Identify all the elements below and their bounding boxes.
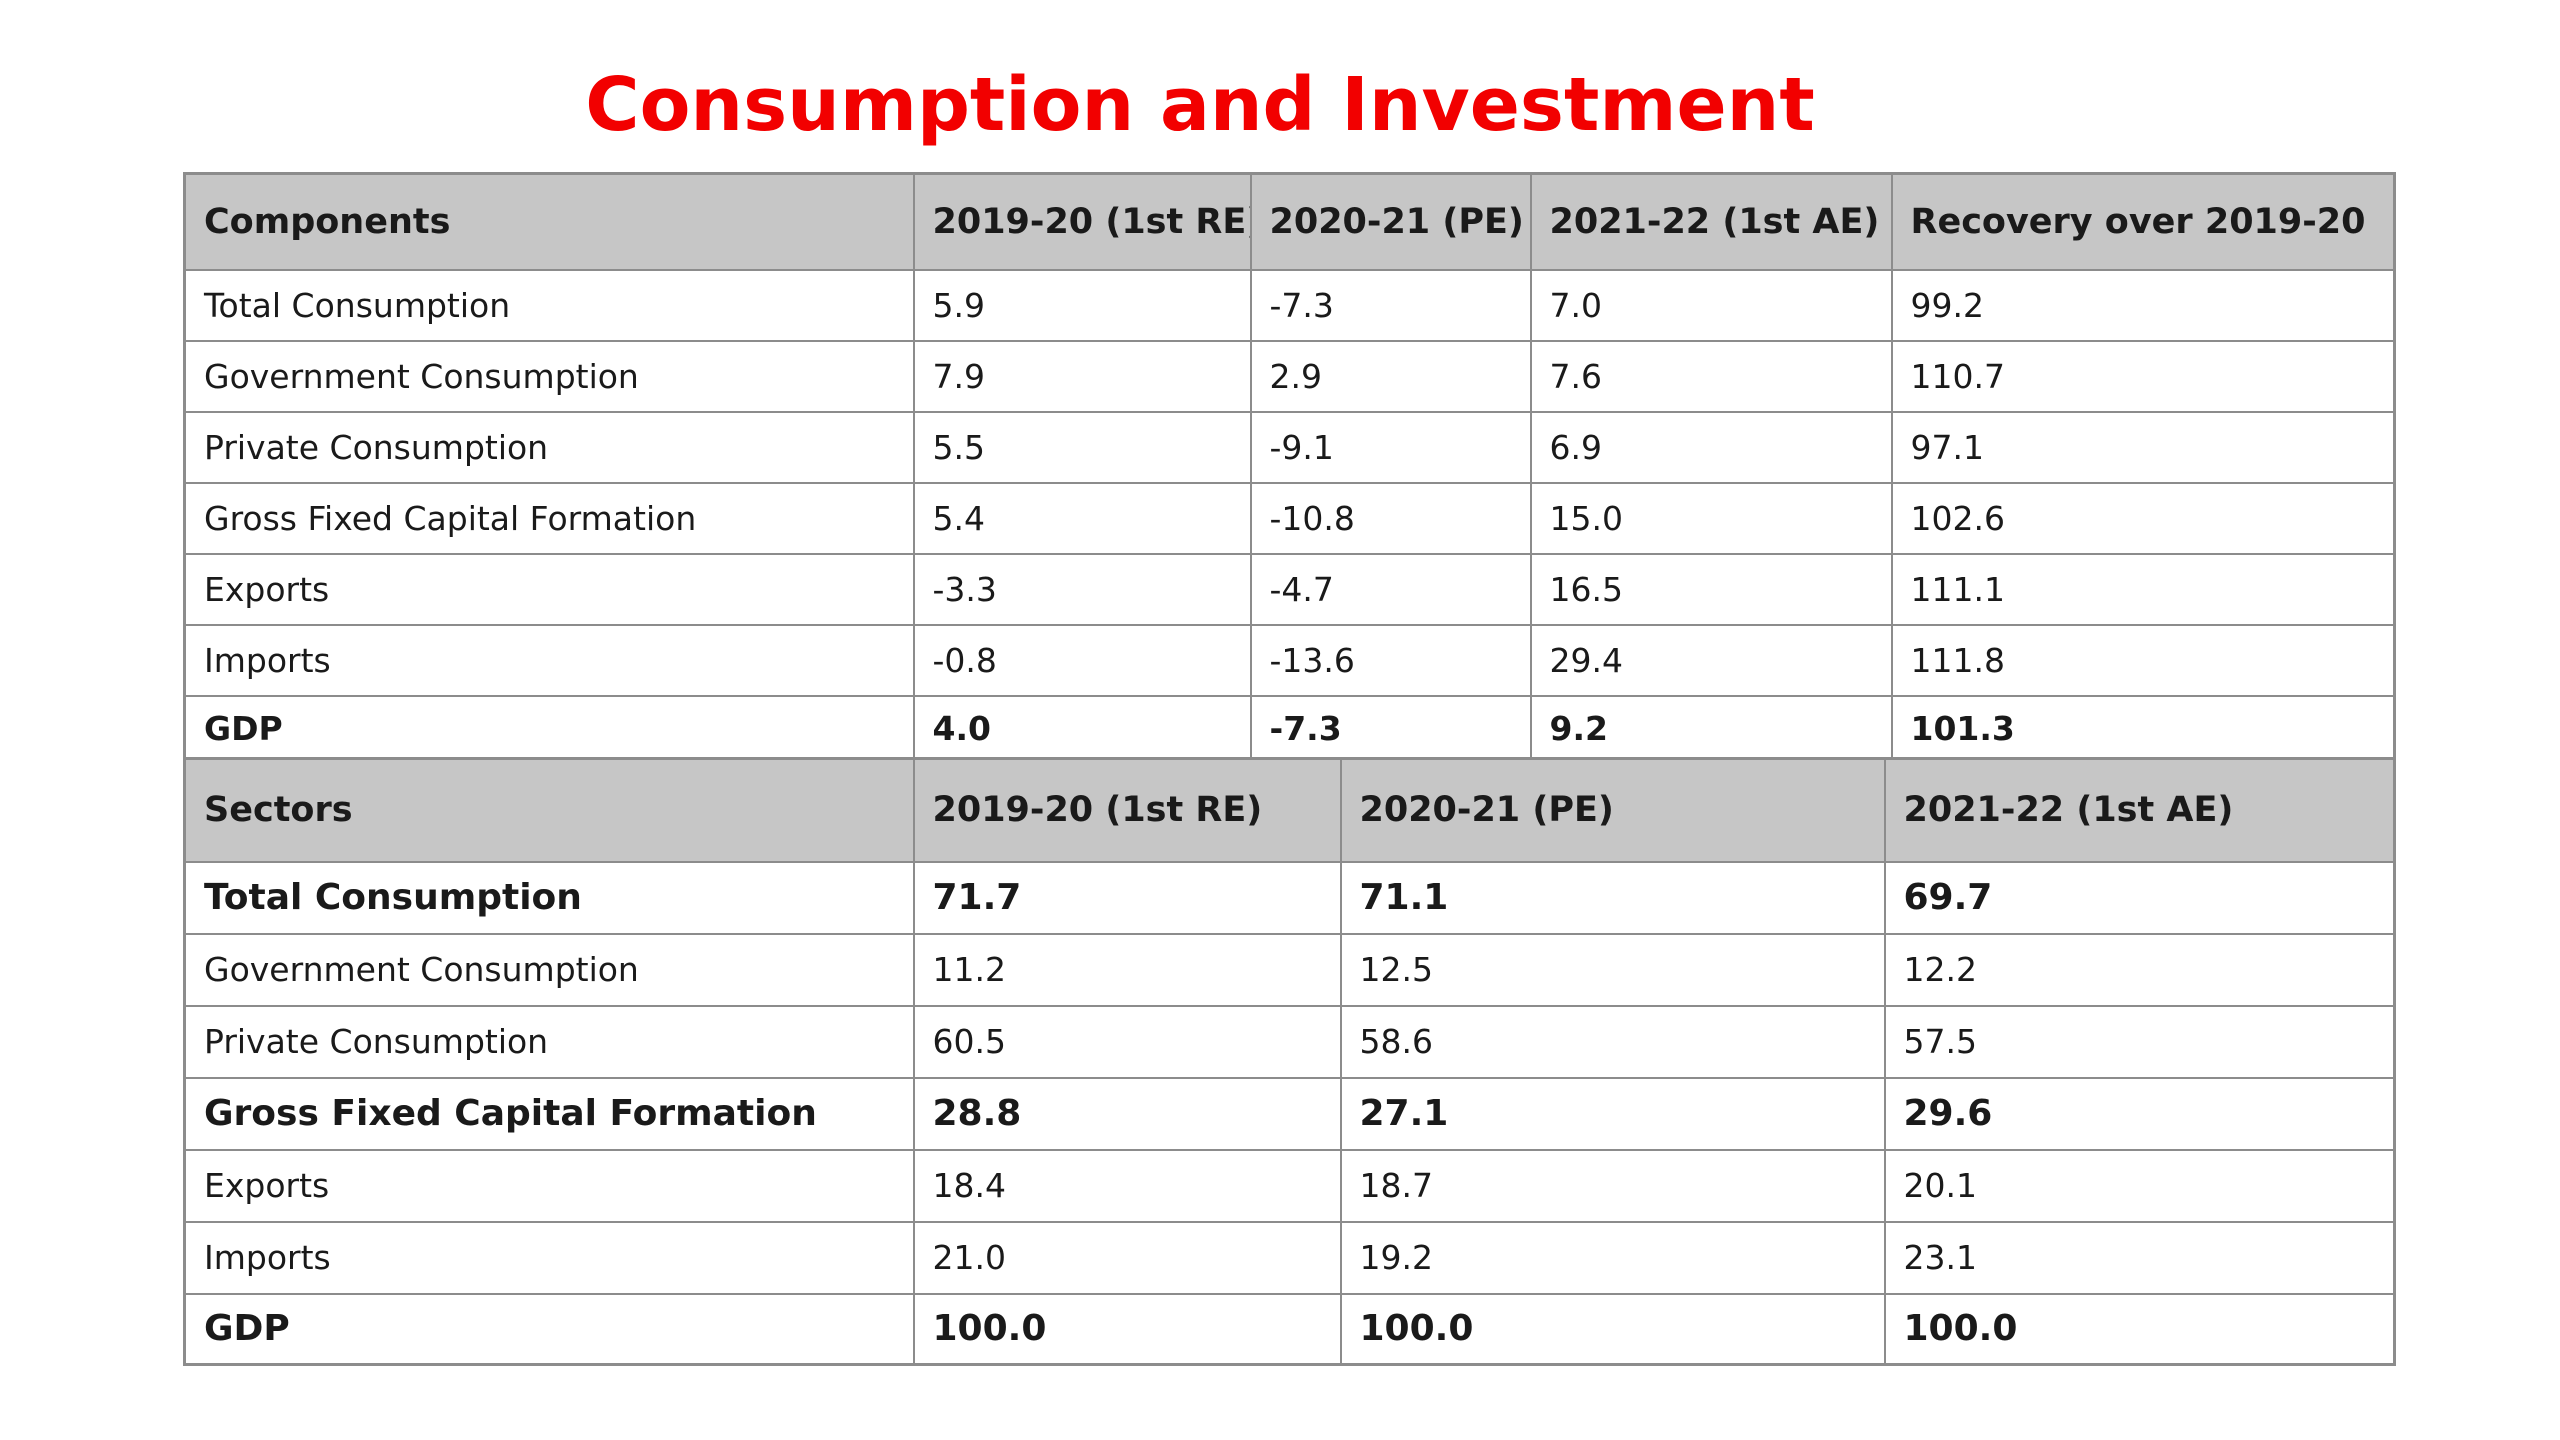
table-cell: 11.2 bbox=[912, 932, 1342, 1007]
table-row: GDP 100.0 100.0 100.0 bbox=[183, 1292, 2396, 1366]
table-cell: 27.1 bbox=[1339, 1076, 1886, 1151]
row-label: Imports bbox=[183, 1220, 915, 1295]
row-label: GDP bbox=[183, 694, 915, 764]
table-cell: 57.5 bbox=[1883, 1004, 2396, 1079]
table-cell: -7.3 bbox=[1249, 268, 1532, 342]
table-header-row: Sectors 2019-20 (1st RE) 2020-21 (PE) 20… bbox=[183, 757, 2396, 863]
table-row: Gross Fixed Capital Formation 5.4 -10.8 … bbox=[183, 481, 2396, 555]
table-cell: 18.7 bbox=[1339, 1148, 1886, 1223]
row-label: Private Consumption bbox=[183, 1004, 915, 1079]
table-cell: 4.0 bbox=[912, 694, 1252, 764]
table-cell: 21.0 bbox=[912, 1220, 1342, 1295]
components-table: Components 2019-20 (1st RE) 2020-21 (PE)… bbox=[183, 172, 2396, 764]
table-cell: 7.6 bbox=[1529, 339, 1893, 413]
page-title: Consumption and Investment bbox=[585, 62, 1815, 148]
table-row: Exports 18.4 18.7 20.1 bbox=[183, 1148, 2396, 1223]
table-cell: 2.9 bbox=[1249, 339, 1532, 413]
column-header: 2021-22 (1st AE) bbox=[1529, 172, 1893, 271]
table-cell: 100.0 bbox=[1339, 1292, 1886, 1366]
table-cell: 99.2 bbox=[1890, 268, 2396, 342]
table-cell: 23.1 bbox=[1883, 1220, 2396, 1295]
table-cell: 60.5 bbox=[912, 1004, 1342, 1079]
table-cell: 12.2 bbox=[1883, 932, 2396, 1007]
table-cell: 12.5 bbox=[1339, 932, 1886, 1007]
table-cell: -9.1 bbox=[1249, 410, 1532, 484]
table-cell: -10.8 bbox=[1249, 481, 1532, 555]
table-cell: 100.0 bbox=[912, 1292, 1342, 1366]
table-cell: 111.8 bbox=[1890, 623, 2396, 697]
table-cell: 15.0 bbox=[1529, 481, 1893, 555]
table-cell: 69.7 bbox=[1883, 860, 2396, 935]
column-header: 2019-20 (1st RE) bbox=[912, 757, 1342, 863]
table-cell: 97.1 bbox=[1890, 410, 2396, 484]
row-label: Government Consumption bbox=[183, 932, 915, 1007]
column-header: Sectors bbox=[183, 757, 915, 863]
table-cell: 71.1 bbox=[1339, 860, 1886, 935]
row-label: Gross Fixed Capital Formation bbox=[183, 1076, 915, 1151]
table-cell: 16.5 bbox=[1529, 552, 1893, 626]
column-header: Components bbox=[183, 172, 915, 271]
table-cell: -7.3 bbox=[1249, 694, 1532, 764]
table-row: Government Consumption 11.2 12.5 12.2 bbox=[183, 932, 2396, 1007]
table-cell: 20.1 bbox=[1883, 1148, 2396, 1223]
table-cell: 6.9 bbox=[1529, 410, 1893, 484]
table-cell: 5.5 bbox=[912, 410, 1252, 484]
table-cell: 7.9 bbox=[912, 339, 1252, 413]
column-header: 2019-20 (1st RE) bbox=[912, 172, 1252, 271]
table-cell: 7.0 bbox=[1529, 268, 1893, 342]
row-label: Gross Fixed Capital Formation bbox=[183, 481, 915, 555]
column-header: 2021-22 (1st AE) bbox=[1883, 757, 2396, 863]
row-label: Government Consumption bbox=[183, 339, 915, 413]
table-cell: -0.8 bbox=[912, 623, 1252, 697]
table-cell: 111.1 bbox=[1890, 552, 2396, 626]
row-label: Imports bbox=[183, 623, 915, 697]
row-label: Exports bbox=[183, 1148, 915, 1223]
table-cell: 58.6 bbox=[1339, 1004, 1886, 1079]
table-row: Government Consumption 7.9 2.9 7.6 110.7 bbox=[183, 339, 2396, 413]
table-cell: 71.7 bbox=[912, 860, 1342, 935]
table-row: Total Consumption 71.7 71.1 69.7 bbox=[183, 860, 2396, 935]
table-row: Private Consumption 5.5 -9.1 6.9 97.1 bbox=[183, 410, 2396, 484]
table-row: GDP 4.0 -7.3 9.2 101.3 bbox=[183, 694, 2396, 764]
sectors-table: Sectors 2019-20 (1st RE) 2020-21 (PE) 20… bbox=[183, 757, 2396, 1366]
table-cell: 5.9 bbox=[912, 268, 1252, 342]
row-label: Total Consumption bbox=[183, 268, 915, 342]
table-row: Total Consumption 5.9 -7.3 7.0 99.2 bbox=[183, 268, 2396, 342]
table-cell: -4.7 bbox=[1249, 552, 1532, 626]
table-row: Private Consumption 60.5 58.6 57.5 bbox=[183, 1004, 2396, 1079]
table-row: Exports -3.3 -4.7 16.5 111.1 bbox=[183, 552, 2396, 626]
table-header-row: Components 2019-20 (1st RE) 2020-21 (PE)… bbox=[183, 172, 2396, 271]
table-cell: 28.8 bbox=[912, 1076, 1342, 1151]
row-label: Exports bbox=[183, 552, 915, 626]
table-cell: 101.3 bbox=[1890, 694, 2396, 764]
column-header: 2020-21 (PE) bbox=[1339, 757, 1886, 863]
table-cell: 18.4 bbox=[912, 1148, 1342, 1223]
row-label: Private Consumption bbox=[183, 410, 915, 484]
table-cell: -3.3 bbox=[912, 552, 1252, 626]
table-cell: 9.2 bbox=[1529, 694, 1893, 764]
column-header: 2020-21 (PE) bbox=[1249, 172, 1532, 271]
row-label: Total Consumption bbox=[183, 860, 915, 935]
table-cell: 100.0 bbox=[1883, 1292, 2396, 1366]
table-cell: 102.6 bbox=[1890, 481, 2396, 555]
table-cell: 29.6 bbox=[1883, 1076, 2396, 1151]
row-label: GDP bbox=[183, 1292, 915, 1366]
table-cell: 5.4 bbox=[912, 481, 1252, 555]
table-cell: 19.2 bbox=[1339, 1220, 1886, 1295]
table-row: Imports 21.0 19.2 23.1 bbox=[183, 1220, 2396, 1295]
table-row: Gross Fixed Capital Formation 28.8 27.1 … bbox=[183, 1076, 2396, 1151]
table-cell: 110.7 bbox=[1890, 339, 2396, 413]
table-row: Imports -0.8 -13.6 29.4 111.8 bbox=[183, 623, 2396, 697]
table-cell: -13.6 bbox=[1249, 623, 1532, 697]
column-header: Recovery over 2019-20 bbox=[1890, 172, 2396, 271]
table-cell: 29.4 bbox=[1529, 623, 1893, 697]
